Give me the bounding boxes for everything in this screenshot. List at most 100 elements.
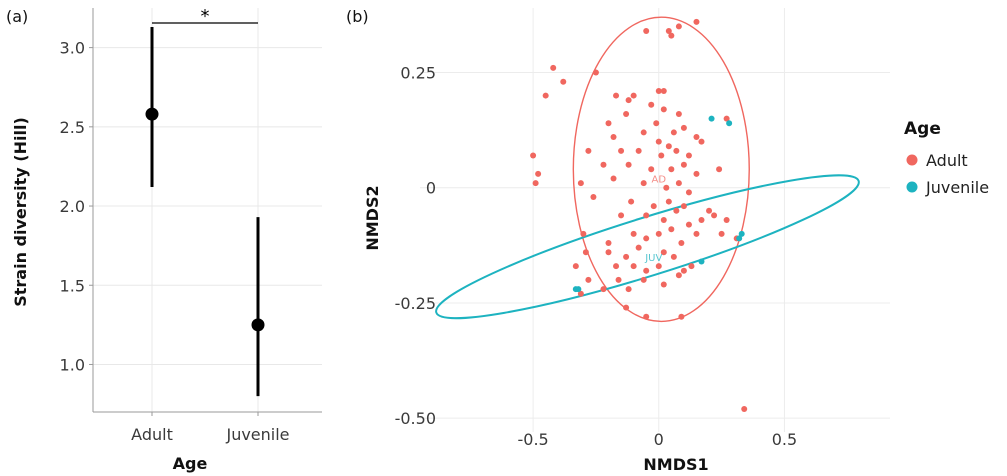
adult-point (640, 276, 647, 283)
y-tick-label: 3.0 (60, 39, 85, 58)
y-tick-label: 0 (426, 179, 436, 198)
panel-a-x-ticks: Adult Juvenile (131, 412, 290, 444)
adult-point (640, 180, 647, 187)
adult-point (630, 263, 637, 270)
adult-point (668, 166, 675, 173)
adult-point (625, 161, 632, 168)
adult-point (660, 87, 667, 94)
adult-point (650, 203, 657, 210)
panel-b-gridlines (420, 8, 890, 432)
adult-point (693, 18, 700, 25)
panel-a-axes (92, 8, 322, 413)
adult-point (680, 161, 687, 168)
panel-a-gridlines (93, 8, 322, 412)
adult-point (605, 240, 612, 247)
adult-point (625, 97, 632, 104)
adult-point (723, 115, 730, 122)
mean-point (145, 107, 159, 121)
centroid-labels: AD JUV (644, 175, 666, 264)
mean-point (251, 318, 265, 332)
adult-legend-label: Adult (926, 151, 968, 170)
adult-point (698, 217, 705, 223)
adult-point (670, 129, 677, 136)
adult-point (600, 286, 607, 293)
adult-point (741, 405, 748, 412)
adult-point (711, 212, 718, 219)
adult-point (613, 92, 620, 99)
adult-point (643, 235, 650, 242)
adult-point (680, 203, 687, 210)
adult-point (665, 143, 672, 150)
adult-point (660, 217, 667, 223)
adult-point (675, 180, 682, 187)
juvenile-point (572, 286, 579, 293)
juvenile-point (708, 115, 715, 122)
y-tick-label: -0.50 (395, 409, 436, 428)
adult-point (723, 217, 730, 223)
panel-a: (a) 1.01.52.02.53.0 Adult Juvenile * Age … (6, 6, 322, 473)
adult-point (640, 129, 647, 136)
adult-point (660, 249, 667, 256)
adult-point (643, 212, 650, 219)
adult-point (648, 166, 655, 173)
adult-point (590, 193, 597, 200)
adult-point (675, 272, 682, 279)
adult-point (658, 152, 665, 159)
adult-point (680, 267, 687, 274)
panel-a-marks (145, 27, 265, 397)
panel-b-y-axis-title: NMDS2 (363, 185, 382, 250)
adult-point (605, 120, 612, 127)
juvenile-point (698, 258, 705, 265)
adult-point (668, 32, 675, 39)
adult-point (600, 161, 607, 168)
adult-point (630, 230, 637, 237)
adult-point (542, 92, 549, 99)
x-tick-label: Adult (131, 425, 173, 444)
adult-point (628, 198, 635, 205)
adult-point (585, 147, 592, 154)
adult-point (613, 263, 620, 270)
y-tick-label: 2.5 (60, 118, 85, 137)
adult-point (668, 226, 675, 233)
juvenile-legend-label: Juvenile (925, 178, 989, 197)
scatter-points (530, 18, 748, 412)
adult-point (618, 147, 625, 154)
adult-point (618, 212, 625, 219)
adult-point (532, 180, 539, 187)
juvenile-point (738, 230, 745, 237)
panel-b-x-axis-title: NMDS1 (643, 455, 708, 474)
adult-point (630, 92, 637, 99)
panel-b-label: (b) (346, 7, 369, 26)
panel-a-y-axis-title: Strain diversity (Hill) (11, 117, 30, 307)
adult-ellipse (572, 16, 750, 323)
x-tick-label: 0.5 (772, 430, 797, 449)
adult-point (655, 87, 662, 94)
adult-point (615, 276, 622, 283)
y-tick-label: 0.25 (400, 64, 436, 83)
juvenile-ellipse (435, 174, 860, 320)
adult-point (706, 207, 713, 214)
adult-point (678, 240, 685, 247)
legend-title: Age (904, 119, 941, 139)
adult-point (716, 166, 723, 173)
adult-point (610, 134, 617, 141)
significance-star: * (201, 6, 210, 27)
adult-point (678, 313, 685, 320)
adult-point (582, 249, 589, 256)
adult-point (660, 281, 667, 288)
adult-point (550, 64, 557, 71)
adult-centroid-label: AD (651, 175, 666, 186)
juvenile-legend-swatch (906, 181, 918, 193)
adult-point (693, 230, 700, 237)
confidence-ellipses (435, 16, 860, 323)
adult-point (665, 198, 672, 205)
panel-b-x-ticks: -0.5 0 0.5 (517, 430, 797, 449)
legend: Age Adult Juvenile (904, 119, 989, 197)
adult-point (693, 170, 700, 177)
adult-point (665, 28, 672, 35)
adult-point (560, 78, 567, 85)
legend-items: Adult Juvenile (906, 151, 989, 197)
juvenile-point (736, 235, 743, 242)
adult-point (685, 152, 692, 159)
y-tick-label: 2.0 (60, 197, 85, 216)
